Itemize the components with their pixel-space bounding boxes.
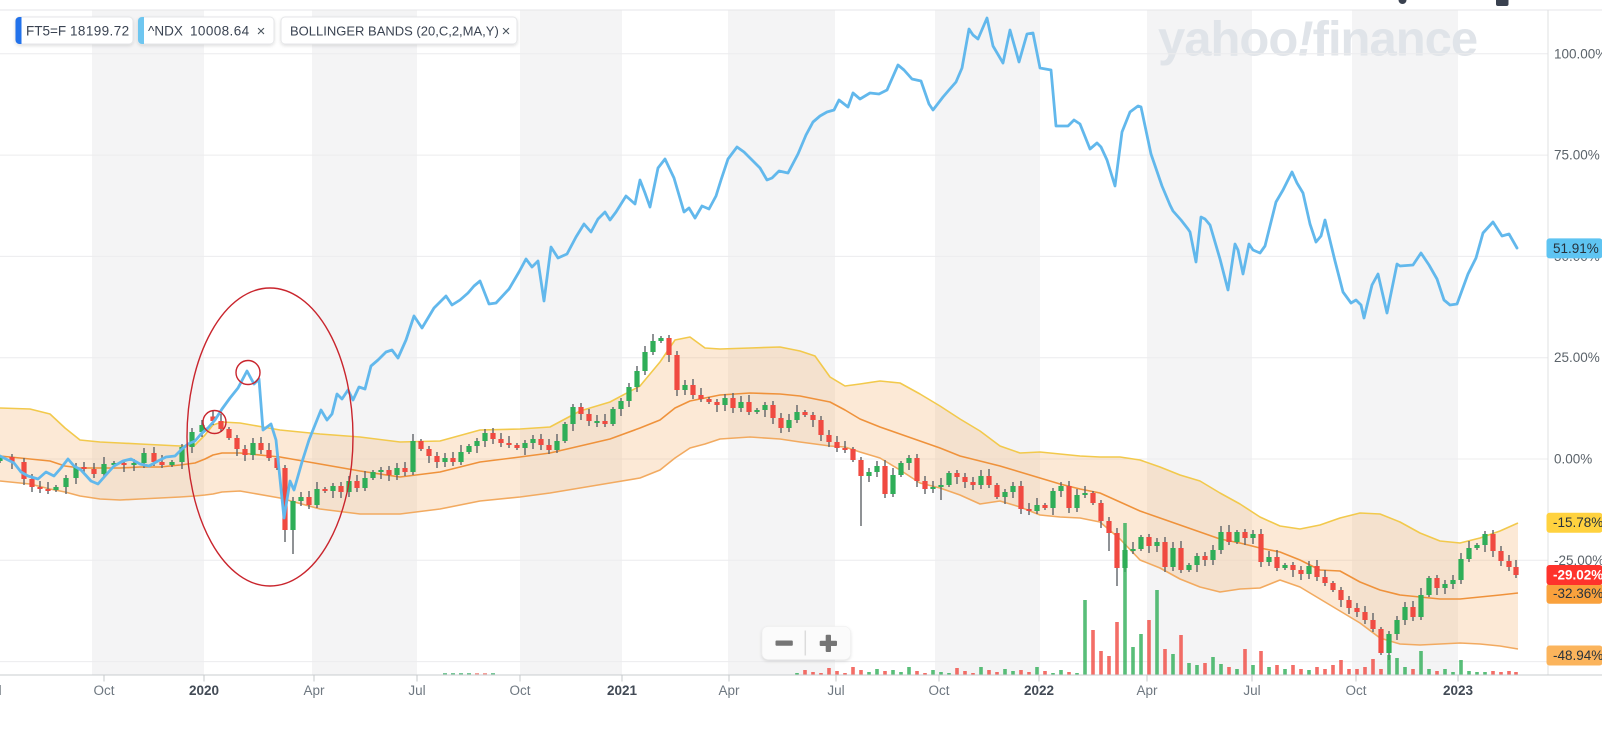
svg-text:FT5=F: FT5=F <box>26 24 66 39</box>
svg-text:75.00%: 75.00% <box>1554 148 1600 163</box>
svg-text:Oct: Oct <box>1345 683 1366 698</box>
svg-text:Oct: Oct <box>509 683 530 698</box>
svg-text:Apr: Apr <box>303 683 325 698</box>
svg-text:Jul: Jul <box>1243 683 1260 698</box>
svg-text:×: × <box>502 23 511 40</box>
svg-text:Apr: Apr <box>1136 683 1158 698</box>
svg-text:-29.02%: -29.02% <box>1553 568 1602 583</box>
svg-text:-32.36%: -32.36% <box>1553 586 1602 601</box>
svg-text:-25.00%: -25.00% <box>1554 553 1602 568</box>
svg-text:Jul: Jul <box>827 683 844 698</box>
svg-text:2022: 2022 <box>1024 683 1054 698</box>
svg-text:Jul: Jul <box>408 683 425 698</box>
svg-text:Apr: Apr <box>718 683 740 698</box>
svg-text:BOLLINGER BANDS (20,C,2,MA,Y): BOLLINGER BANDS (20,C,2,MA,Y) <box>290 24 499 39</box>
svg-text:Jul: Jul <box>0 683 2 698</box>
svg-text:Oct: Oct <box>928 683 949 698</box>
svg-text:-48.94%: -48.94% <box>1553 648 1602 663</box>
svg-text:-15.78%: -15.78% <box>1553 515 1602 530</box>
svg-text:0.00%: 0.00% <box>1554 452 1592 467</box>
svg-text:2023: 2023 <box>1443 683 1474 698</box>
svg-text:25.00%: 25.00% <box>1554 350 1600 365</box>
svg-text:^NDX: ^NDX <box>148 24 183 39</box>
svg-text:18199.72: 18199.72 <box>70 24 130 39</box>
svg-text:100.00%: 100.00% <box>1554 46 1602 61</box>
svg-text:2021: 2021 <box>607 683 638 698</box>
svg-text:Oct: Oct <box>93 683 114 698</box>
svg-text:2020: 2020 <box>189 683 219 698</box>
svg-text:yahoo!finance: yahoo!finance <box>1158 13 1477 67</box>
svg-text:10008.64: 10008.64 <box>190 24 250 39</box>
svg-text:×: × <box>257 23 266 40</box>
svg-text:51.91%: 51.91% <box>1553 241 1599 256</box>
